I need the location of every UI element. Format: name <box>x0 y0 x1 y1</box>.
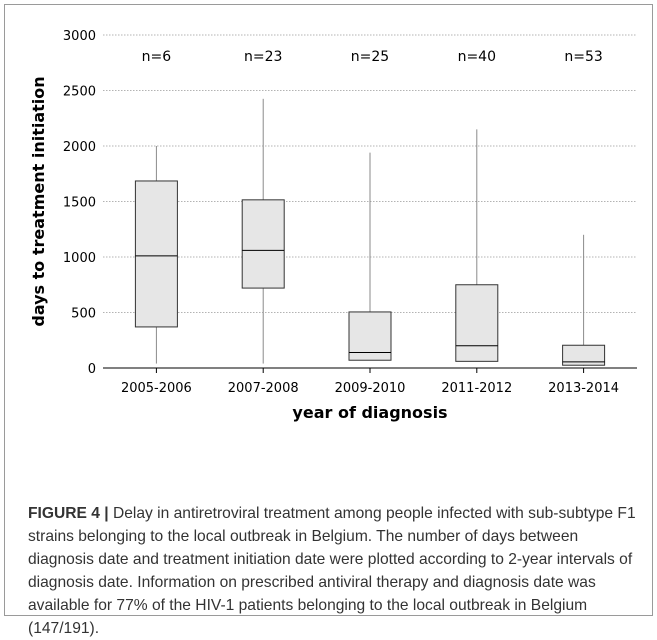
figure-caption: FIGURE 4 | Delay in antiretroviral treat… <box>28 502 638 640</box>
figure-frame <box>4 4 653 616</box>
box-2009-2010 <box>348 152 392 361</box>
y-tick-label: 1500 <box>63 196 96 211</box>
box-plot-chart: 0 500 1000 1500 2000 2500 3000 2005-2006 2007-2… <box>29 29 637 422</box>
x-axis-title: year of diagnosis <box>292 403 447 422</box>
y-axis-ticks: 0 500 1000 1500 2000 2500 3000 <box>63 29 96 377</box>
box-iqr <box>348 311 392 361</box>
x-axis-ticks: 2005-2006 2007-2008 2009-2010 2011-2012 2013… <box>121 368 619 396</box>
x-tick-label: 2013-2014 <box>548 381 619 396</box>
n-label: n=23 <box>244 49 282 65</box>
caption-text: Delay in antiretroviral treatment among … <box>28 505 636 637</box>
y-tick-label: 0 <box>88 362 96 377</box>
y-tick-label: 2000 <box>63 140 96 155</box>
y-tick-label: 3000 <box>63 29 96 44</box>
y-tick-label: 1000 <box>63 251 96 266</box>
n-label: n=53 <box>564 49 602 65</box>
n-labels: n=6 n=23 n=25 n=40 n=53 <box>142 49 603 65</box>
box-iqr <box>134 180 178 328</box>
caption-label: FIGURE 4 | <box>28 505 109 522</box>
y-tick-label: 2500 <box>63 85 96 100</box>
n-label: n=6 <box>142 49 172 65</box>
box-iqr <box>455 284 499 362</box>
x-tick-label: 2005-2006 <box>121 381 192 396</box>
box-2005-2006 <box>134 146 178 364</box>
box-iqr <box>562 344 606 366</box>
y-axis-title: days to treatment initiation <box>29 76 48 326</box>
x-tick-label: 2011-2012 <box>441 381 512 396</box>
n-label: n=40 <box>458 49 496 65</box>
x-tick-label: 2007-2008 <box>228 381 299 396</box>
boxes <box>134 98 606 366</box>
box-2011-2012 <box>455 129 499 362</box>
y-tick-label: 500 <box>71 307 96 322</box>
box-iqr <box>241 199 285 289</box>
n-label: n=25 <box>351 49 389 65</box>
x-tick-label: 2009-2010 <box>335 381 406 396</box>
box-2007-2008 <box>241 98 285 364</box>
box-2013-2014 <box>562 234 606 366</box>
